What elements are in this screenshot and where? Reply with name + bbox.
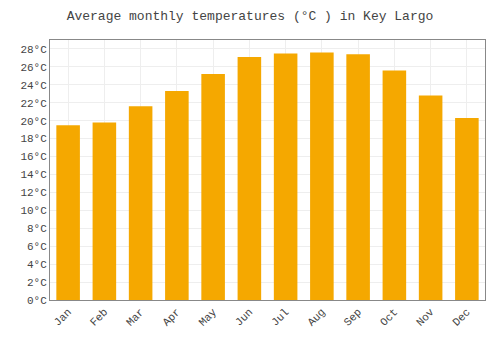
svg-text:0°C: 0°C [27, 295, 47, 307]
svg-text:May: May [197, 306, 220, 329]
svg-text:Average monthly temperatures (: Average monthly temperatures (°C ) in Ke… [67, 9, 434, 24]
svg-text:Nov: Nov [414, 306, 437, 329]
svg-text:Sep: Sep [342, 306, 364, 328]
svg-text:Jun: Jun [233, 306, 255, 328]
svg-text:6°C: 6°C [27, 241, 47, 253]
svg-text:12°C: 12°C [20, 187, 47, 199]
svg-text:8°C: 8°C [27, 223, 47, 235]
svg-text:20°C: 20°C [20, 116, 47, 128]
svg-text:2°C: 2°C [27, 277, 47, 289]
svg-text:Apr: Apr [160, 306, 182, 328]
svg-text:Feb: Feb [88, 306, 110, 328]
svg-text:14°C: 14°C [20, 169, 47, 181]
svg-text:Oct: Oct [378, 306, 400, 328]
svg-text:10°C: 10°C [20, 205, 47, 217]
svg-text:Jul: Jul [269, 306, 291, 328]
svg-text:24°C: 24°C [20, 80, 47, 92]
svg-text:16°C: 16°C [20, 151, 47, 163]
svg-text:Dec: Dec [450, 306, 472, 328]
svg-text:4°C: 4°C [27, 259, 47, 271]
svg-text:18°C: 18°C [20, 133, 47, 145]
svg-text:Mar: Mar [124, 306, 146, 328]
svg-text:28°C: 28°C [20, 44, 47, 56]
svg-text:22°C: 22°C [20, 98, 47, 110]
svg-text:26°C: 26°C [20, 62, 47, 74]
svg-text:Jan: Jan [52, 306, 74, 328]
svg-text:Aug: Aug [305, 306, 327, 328]
